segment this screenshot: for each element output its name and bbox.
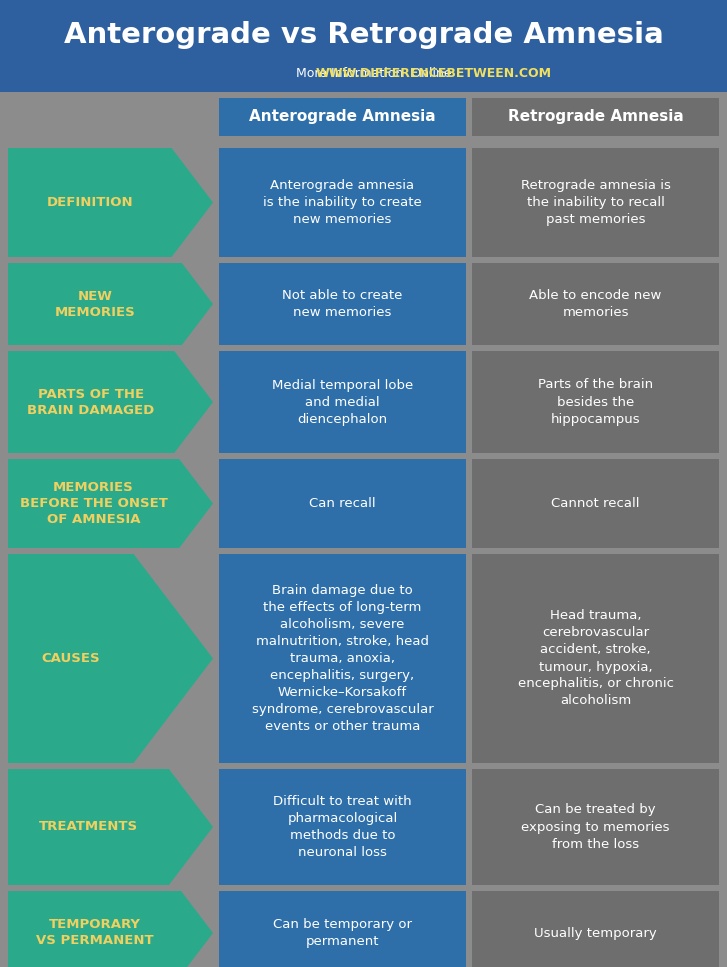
Text: WWW.DIFFERENCEBETWEEN.COM: WWW.DIFFERENCEBETWEEN.COM (316, 67, 552, 80)
Text: NEW
MEMORIES: NEW MEMORIES (55, 289, 135, 318)
Text: Able to encode new
memories: Able to encode new memories (529, 289, 662, 319)
Polygon shape (8, 554, 213, 763)
Polygon shape (8, 148, 213, 257)
Text: Parts of the brain
besides the
hippocampus: Parts of the brain besides the hippocamp… (538, 378, 653, 425)
Text: Anterograde Amnesia: Anterograde Amnesia (249, 109, 435, 125)
Bar (219, 554, 466, 763)
Bar (219, 351, 466, 453)
Bar (219, 891, 466, 967)
Text: Anterograde vs Retrograde Amnesia: Anterograde vs Retrograde Amnesia (64, 21, 663, 49)
Polygon shape (8, 263, 213, 345)
Bar (472, 554, 719, 763)
Text: TEMPORARY
VS PERMANENT: TEMPORARY VS PERMANENT (36, 919, 153, 948)
Bar (472, 769, 719, 885)
Text: Head trauma,
cerebrovascular
accident, stroke,
tumour, hypoxia,
encephalitis, or: Head trauma, cerebrovascular accident, s… (518, 609, 673, 708)
Bar (472, 459, 719, 548)
Text: CAUSES: CAUSES (41, 652, 100, 665)
Bar (472, 351, 719, 453)
Text: Can recall: Can recall (309, 497, 376, 510)
Bar (472, 891, 719, 967)
Bar (219, 148, 466, 257)
Text: Anterograde amnesia
is the inability to create
new memories: Anterograde amnesia is the inability to … (263, 179, 422, 226)
Text: Retrograde Amnesia: Retrograde Amnesia (507, 109, 683, 125)
Text: Brain damage due to
the effects of long-term
alcoholism, severe
malnutrition, st: Brain damage due to the effects of long-… (252, 584, 433, 733)
Text: Not able to create
new memories: Not able to create new memories (282, 289, 403, 319)
Text: Difficult to treat with
pharmacological
methods due to
neuronal loss: Difficult to treat with pharmacological … (273, 795, 411, 859)
Bar (219, 459, 466, 548)
Bar (0, 0, 727, 92)
Text: More Information  Online: More Information Online (295, 67, 459, 80)
Text: Usually temporary: Usually temporary (534, 926, 657, 940)
Text: MEMORIES
BEFORE THE ONSET
OF AMNESIA: MEMORIES BEFORE THE ONSET OF AMNESIA (20, 481, 167, 526)
Text: PARTS OF THE
BRAIN DAMAGED: PARTS OF THE BRAIN DAMAGED (28, 388, 155, 417)
Text: TREATMENTS: TREATMENTS (39, 821, 138, 834)
Bar (472, 148, 719, 257)
Polygon shape (8, 891, 213, 967)
Bar (219, 98, 466, 136)
Bar (219, 263, 466, 345)
Text: DEFINITION: DEFINITION (47, 196, 133, 209)
Bar (219, 769, 466, 885)
Polygon shape (8, 769, 213, 885)
Polygon shape (8, 351, 213, 453)
Text: Retrograde amnesia is
the inability to recall
past memories: Retrograde amnesia is the inability to r… (521, 179, 670, 226)
Polygon shape (8, 459, 213, 548)
Text: Medial temporal lobe
and medial
diencephalon: Medial temporal lobe and medial dienceph… (272, 378, 413, 425)
Text: Cannot recall: Cannot recall (551, 497, 640, 510)
Bar (472, 98, 719, 136)
Text: Can be temporary or
permanent: Can be temporary or permanent (273, 918, 412, 948)
Text: Can be treated by
exposing to memories
from the loss: Can be treated by exposing to memories f… (521, 804, 670, 851)
Bar (472, 263, 719, 345)
